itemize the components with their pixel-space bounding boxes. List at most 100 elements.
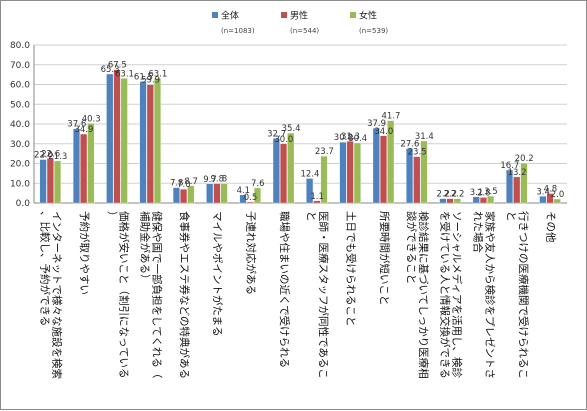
data-label: 7.8 [170, 179, 184, 189]
bar [479, 197, 487, 204]
bar [172, 187, 180, 204]
legend: 全体 (n=1083) 男性 (n=544) 女性 (n=539) [212, 10, 388, 35]
bar [539, 196, 547, 204]
data-label: 30.4 [348, 134, 367, 144]
data-label: 2.2 [444, 190, 458, 200]
bar [487, 195, 495, 204]
bar [287, 132, 295, 204]
category-label-line: 土日でも受けられること [344, 211, 357, 327]
bar [113, 69, 121, 204]
data-label: 67.5 [108, 61, 127, 71]
bar [453, 198, 461, 204]
data-label: 3.5 [484, 187, 498, 197]
data-label: 30.0 [274, 135, 293, 145]
data-label: 2.2 [451, 190, 465, 200]
category-label-line: 検診結果に基づいてしっかり医療相 [417, 211, 430, 379]
data-label: 8 [222, 175, 227, 185]
bar [513, 176, 521, 204]
category-label-line: と [505, 211, 517, 222]
legend-sample-size: (n=539) [359, 27, 388, 35]
bar [180, 189, 188, 204]
category-label: 価格が安いこと（割引になっている） [105, 211, 130, 378]
data-label: 20.2 [515, 154, 534, 164]
bar [206, 183, 214, 204]
data-label: 61.5 [134, 73, 153, 83]
data-label: 34.0 [374, 127, 393, 137]
category-label-line: 価格が安いこと（割引になっている [117, 211, 130, 378]
y-tick-label: 30.0 [10, 140, 30, 150]
category-label-line: ） [105, 211, 117, 222]
bar [46, 158, 54, 204]
bar [120, 78, 128, 204]
data-label: 34.9 [75, 125, 94, 135]
bar [320, 156, 328, 204]
data-label: 4.1 [237, 186, 251, 196]
bar [220, 183, 228, 204]
bar [387, 120, 395, 204]
category-label-line: と [305, 211, 317, 222]
y-tick-label: 70.0 [10, 61, 30, 71]
data-label: 30.8 [334, 133, 353, 143]
bar [380, 135, 387, 204]
y-tick-label: 20.0 [10, 160, 30, 170]
data-label: 41.7 [382, 112, 401, 122]
data-label: 59.9 [141, 76, 160, 86]
bar [139, 81, 147, 204]
category-label-line: 予約が取りやすい [78, 211, 91, 295]
legend-sample-size: (n=1083) [221, 27, 255, 35]
bar [39, 159, 47, 204]
category-label-line: その他 [544, 211, 557, 243]
data-label: 63.1 [148, 69, 167, 79]
bar [246, 201, 254, 204]
legend-sample-size: (n=544) [290, 27, 319, 35]
data-label: 31.3 [341, 132, 360, 142]
y-tick-label: 0.0 [16, 199, 31, 209]
category-label-line: 行きつけの医療機関で受けられるこ [517, 211, 530, 379]
category-labels: インターネットで様々な施設を検索、比較し、予約ができる 予約が取りやすい 価格が安い… [39, 211, 558, 379]
bar [472, 196, 480, 204]
y-tick-label: 80.0 [10, 41, 30, 51]
category-label-line: 食事券やエステ券などの特典がある [178, 211, 191, 379]
legend-label: 男性 [290, 10, 308, 22]
y-tick-label: 60.0 [10, 81, 30, 91]
category-label-line: 所要時間が短いこと [378, 211, 391, 306]
category-label-line: 、比較し、予約ができる [39, 211, 52, 326]
legend-swatch [212, 12, 218, 18]
bar [306, 178, 314, 204]
bar [87, 123, 95, 204]
legend-label: 全体 [221, 10, 239, 22]
bar [413, 156, 421, 204]
data-label: 37.6 [67, 120, 86, 130]
data-label: 16.7 [500, 161, 519, 171]
bars [39, 69, 561, 204]
data-label: 2.8 [477, 188, 491, 198]
category-label: インターネットで様々な施設を検索、比較し、予約ができる [39, 211, 64, 379]
bar [446, 198, 454, 204]
y-tick-label: 40.0 [10, 120, 30, 130]
bar [372, 127, 380, 204]
category-label-line: マイルやポイントがたまる [211, 211, 224, 337]
category-label-line: 職場や住まいの近くで受けられる [278, 211, 291, 368]
data-label: 3.1 [470, 188, 484, 198]
bar [439, 198, 447, 204]
data-label: 23.5 [408, 148, 427, 158]
bar [54, 160, 62, 204]
y-axis-ticks: 0.0 10.0 20.0 30.0 40.0 50.0 60.0 70.0 80.0 [10, 41, 30, 209]
bar [187, 185, 195, 204]
y-tick-label: 50.0 [10, 100, 30, 110]
y-tick-label: 10.0 [10, 179, 30, 189]
bar [154, 78, 161, 204]
data-label: 63.1 [115, 69, 134, 79]
bar [546, 193, 554, 204]
bar [253, 187, 261, 204]
data-label: 35.4 [282, 124, 301, 134]
data-label: 9.8 [210, 175, 224, 185]
data-label: 23.7 [315, 147, 334, 157]
category-label-line: を受けている人と情報交換ができる [438, 211, 451, 379]
category-label-line: 家族や友人から検診をプレゼントさ [484, 211, 497, 379]
